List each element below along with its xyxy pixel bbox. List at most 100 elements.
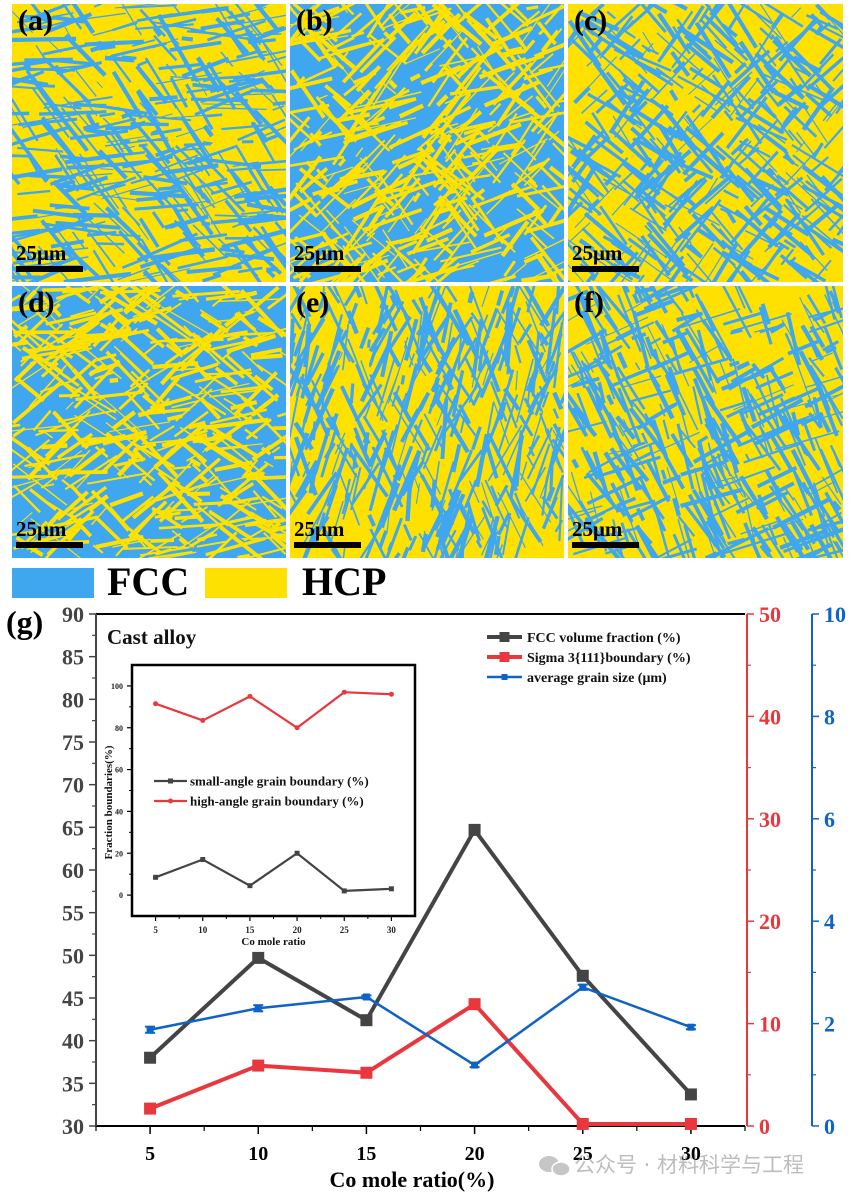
left-y-tick-label: 40 — [62, 1029, 84, 1054]
lath — [90, 151, 145, 160]
lath — [140, 238, 169, 282]
lath — [265, 268, 276, 279]
lath — [681, 272, 694, 282]
lath — [405, 48, 441, 64]
lath — [568, 289, 589, 302]
lath — [801, 418, 817, 452]
lath — [539, 412, 564, 473]
lath — [369, 528, 387, 558]
lath — [171, 399, 200, 409]
lath — [784, 146, 821, 186]
lath — [86, 230, 117, 237]
lath — [733, 384, 794, 411]
lath — [323, 171, 336, 187]
data-point — [360, 1066, 373, 1079]
lath — [662, 331, 688, 345]
lath — [385, 517, 403, 558]
lath — [401, 346, 433, 403]
lath — [39, 110, 98, 116]
lath — [27, 341, 91, 353]
lath — [437, 134, 447, 145]
lath — [588, 286, 604, 315]
lath — [568, 511, 606, 532]
data-point — [388, 886, 394, 892]
lath — [714, 466, 776, 490]
lath — [130, 170, 172, 185]
lath — [41, 84, 56, 88]
lath — [378, 530, 388, 549]
lath — [142, 269, 158, 282]
lath — [523, 286, 551, 327]
lath — [662, 178, 708, 227]
lath — [412, 419, 423, 443]
lath — [669, 89, 679, 102]
lath — [681, 413, 691, 442]
lath — [480, 482, 499, 534]
lath — [362, 207, 423, 232]
lath — [122, 366, 169, 396]
lath — [442, 65, 472, 97]
lath — [667, 125, 685, 142]
lath — [744, 119, 763, 145]
lath — [785, 420, 807, 466]
lath — [484, 17, 516, 61]
cast-alloy-annotation: Cast alloy — [107, 625, 197, 649]
lath — [481, 307, 499, 347]
lath — [12, 57, 64, 66]
lath — [612, 270, 633, 282]
lath — [577, 10, 620, 32]
lath — [230, 10, 240, 26]
lath — [31, 307, 61, 335]
lath — [737, 286, 753, 314]
lath — [523, 158, 551, 187]
lath — [723, 310, 765, 326]
lath — [173, 103, 213, 160]
main-series — [144, 823, 697, 1130]
lath — [412, 159, 427, 171]
lath — [716, 453, 725, 475]
lath — [580, 351, 595, 373]
lath — [714, 39, 751, 71]
lath — [96, 242, 125, 246]
lath — [341, 37, 386, 84]
lath — [111, 312, 130, 330]
lath — [519, 472, 552, 523]
lath — [523, 67, 554, 81]
lath — [158, 523, 216, 530]
lath — [734, 254, 753, 266]
lath — [309, 27, 334, 37]
lath — [621, 28, 636, 39]
lath — [366, 177, 393, 206]
lath — [191, 332, 212, 348]
data-point — [388, 691, 394, 697]
lath — [344, 273, 356, 282]
lath — [787, 129, 803, 147]
lath — [228, 168, 266, 212]
lath — [43, 102, 82, 110]
lath — [508, 46, 523, 54]
x-tick-label: 10 — [248, 1143, 268, 1165]
lath — [215, 16, 250, 55]
lath — [304, 427, 317, 451]
lath — [365, 232, 376, 242]
lath — [319, 4, 356, 23]
left-y-tick-label: 85 — [62, 645, 84, 670]
lath — [219, 486, 257, 511]
lath — [159, 25, 181, 45]
lath — [635, 507, 646, 522]
lath — [63, 175, 109, 194]
lath — [802, 303, 825, 334]
lath — [420, 317, 449, 359]
lath — [272, 100, 286, 106]
lath — [824, 286, 836, 320]
scale-bar: 25μm — [572, 519, 639, 548]
lath — [341, 255, 367, 282]
lath — [138, 217, 160, 248]
lath — [322, 32, 344, 58]
lath — [552, 321, 564, 389]
lath — [326, 54, 345, 70]
lath — [57, 409, 117, 423]
lath — [221, 124, 267, 131]
lath — [152, 361, 199, 370]
lath — [740, 269, 753, 282]
